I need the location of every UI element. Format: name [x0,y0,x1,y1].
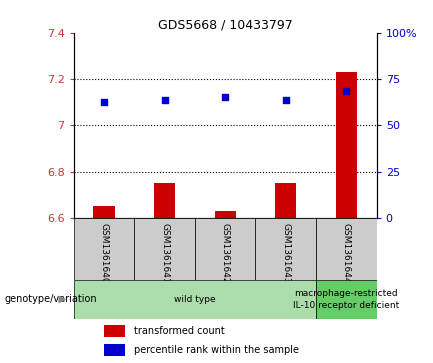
Bar [104,344,125,356]
Text: percentile rank within the sample: percentile rank within the sample [134,345,299,355]
Text: GSM1361641: GSM1361641 [160,223,169,284]
Bar [214,211,236,218]
Text: wild type: wild type [174,295,216,304]
Bar [74,280,316,319]
Text: GSM1361643: GSM1361643 [281,223,290,284]
Text: GSM1361640: GSM1361640 [100,223,108,284]
Point [282,97,289,103]
Bar [195,218,255,280]
Text: GSM1361644: GSM1361644 [342,223,351,283]
Title: GDS5668 / 10433797: GDS5668 / 10433797 [158,19,293,32]
Point [222,95,229,101]
Bar [275,183,296,218]
Point [161,97,168,103]
Bar [74,218,134,280]
Point [343,87,350,93]
Bar [104,325,125,337]
Bar [154,183,175,218]
Point [100,99,107,105]
Bar [316,218,377,280]
Polygon shape [58,295,66,303]
Text: genotype/variation: genotype/variation [4,294,97,305]
Bar [94,206,114,218]
Text: GSM1361642: GSM1361642 [221,223,229,283]
Bar [316,280,377,319]
Bar [255,218,316,280]
Text: macrophage-restricted
IL-10 receptor deficient: macrophage-restricted IL-10 receptor def… [293,289,400,310]
Text: transformed count: transformed count [134,326,225,336]
Bar [336,72,357,218]
Bar [134,218,195,280]
